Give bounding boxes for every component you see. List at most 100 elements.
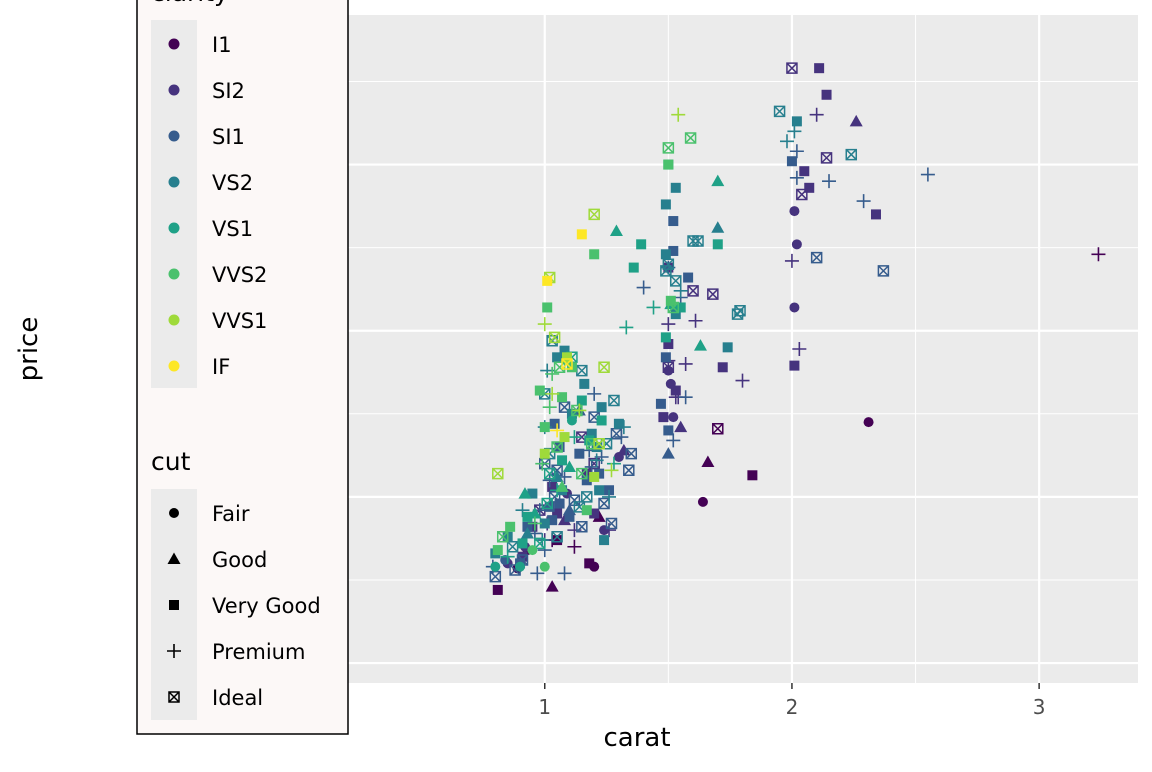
data-point-si1-plus (856, 194, 871, 209)
data-point-if-plus (550, 423, 565, 438)
data-point-si2-square (552, 508, 563, 519)
data-point-si1-square (663, 425, 674, 436)
data-point-vvs2-square-x (496, 531, 509, 543)
data-point-vs2-square (660, 249, 671, 260)
data-point-vvs1-square-x (588, 208, 600, 221)
data-point-vs2-square-x (670, 275, 682, 287)
data-point-si2-triangle (849, 114, 863, 127)
x-tick-label: 1 (538, 695, 551, 719)
data-point-if-square (542, 275, 553, 286)
data-point-si2-plus (784, 253, 799, 268)
data-point-vvs2-circle (527, 545, 538, 556)
clarity-key-swatch (168, 268, 180, 280)
data-point-si1-plus (789, 144, 804, 159)
data-point-vvs2-square (505, 521, 516, 532)
data-point-vs2-square (596, 402, 607, 413)
data-point-vs2-square-x (692, 235, 704, 247)
data-point-si2-square-x (786, 62, 798, 74)
data-point-vs2-plus (589, 453, 604, 468)
data-point-vvs1-square (559, 432, 570, 443)
data-point-si2-plus (688, 313, 703, 328)
data-point-si1-square (581, 475, 592, 486)
data-point-vvs2-square (534, 385, 545, 396)
data-point-si2-square-x (707, 288, 719, 300)
data-point-si1-plus (920, 167, 935, 182)
clarity-key-label: VS2 (212, 171, 253, 195)
data-point-vs1-triangle (609, 224, 623, 237)
data-point-vvs2-square-x (551, 441, 563, 453)
x-tick-label: 3 (1033, 695, 1046, 719)
data-point-vs1-plus (646, 300, 661, 315)
data-point-si1-plus (636, 280, 651, 295)
data-point-vs1-plus (567, 430, 582, 445)
data-point-vs1-square-x (534, 537, 546, 550)
data-point-vs2-square (527, 488, 538, 499)
clarity-key-label: SI1 (212, 125, 245, 149)
data-point-vvs1-plus (537, 317, 552, 332)
clarity-key-label: VS1 (212, 217, 253, 241)
data-point-si2-circle (663, 365, 674, 376)
data-point-vvs1-square (589, 471, 600, 482)
data-point-i1-triangle (701, 455, 715, 467)
data-point-si1-square (655, 398, 666, 409)
data-point-vvs1-square-x (593, 437, 605, 450)
cut-key-triangle-icon (167, 552, 181, 564)
data-point-vs1-square (660, 332, 671, 343)
data-point-vs2-square (613, 418, 624, 429)
cut-key-circle-icon (169, 508, 179, 518)
data-point-si1-square-x (877, 265, 890, 277)
cut-key-square-icon (169, 600, 179, 610)
clarity-key-label: VVS2 (212, 263, 267, 287)
data-point-vs2-square (559, 345, 570, 356)
data-point-si2-square-x (687, 285, 699, 297)
data-point-si1-square-x (605, 517, 618, 530)
data-point-vs2-square (579, 378, 590, 389)
data-point-vvs2-square-x (684, 132, 697, 144)
data-point-i1-square (747, 470, 758, 481)
cut-key-label: Premium (212, 640, 305, 664)
data-point-vs2-square (670, 182, 681, 193)
data-point-si2-triangle (617, 443, 631, 456)
data-point-vvs2-square (539, 422, 550, 433)
data-point-si2-circle (668, 412, 679, 423)
data-point-si2-square (799, 166, 810, 177)
data-point-vs2-square (670, 309, 681, 320)
data-point-si2-square (789, 360, 800, 371)
data-point-vs1-plus (606, 456, 621, 471)
data-point-si1-square (683, 272, 694, 283)
data-point-vvs1-plus (604, 463, 619, 478)
data-point-vs2-square (539, 518, 550, 529)
legend: clarity cut I1 SI2 SI1 VS2 VS1 VVS2 VVS1 IF Fair… (136, 0, 349, 735)
data-point-si2-circle (789, 302, 800, 313)
data-point-i1-square-x (712, 423, 724, 435)
cut-legend-title: cut (151, 447, 191, 476)
data-point-vs2-plus (779, 134, 794, 149)
data-point-vs2-plus (787, 124, 802, 139)
data-point-vs1-plus (619, 320, 634, 335)
grid-lines (347, 15, 1138, 683)
data-point-if-square-x (561, 358, 573, 370)
data-point-vs1-square (628, 262, 639, 273)
data-point-vs1-triangle (711, 174, 725, 187)
data-point-si1-plus (822, 174, 837, 189)
data-point-si2-plus (792, 342, 807, 356)
data-point-si1-plus (789, 170, 804, 185)
data-point-vs2-triangle (520, 526, 534, 539)
data-point-vs2-square (586, 428, 597, 439)
data-point-si2-square (517, 551, 528, 562)
data-point-si1-plus (678, 390, 693, 405)
data-point-vvs2-circle (539, 561, 550, 572)
data-point-if-square (576, 229, 587, 240)
data-point-si1-square (549, 418, 560, 429)
data-point-vvs2-square (589, 249, 600, 260)
data-point-si2-plus (661, 317, 676, 332)
data-point-vs2-square-x (773, 105, 786, 118)
data-point-i1-circle (697, 496, 708, 507)
data-point-vs2-square (552, 352, 563, 363)
data-point-si2-triangle (674, 420, 688, 433)
data-point-vvs2-triangle (555, 480, 569, 492)
data-point-i1-plus (1091, 247, 1106, 262)
data-point-si1-square (522, 521, 533, 532)
data-point-si1-plus (557, 566, 572, 581)
